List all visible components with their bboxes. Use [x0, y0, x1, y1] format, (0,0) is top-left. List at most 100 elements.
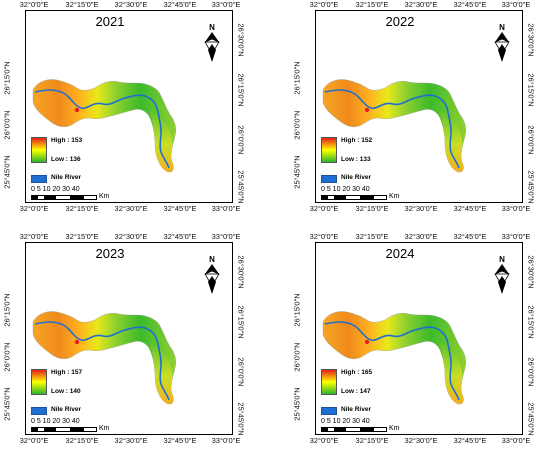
- map-year-title: 2022: [385, 14, 415, 29]
- lon-label-bottom: 32°15'0"E: [355, 204, 389, 213]
- north-arrow-icon: N: [494, 23, 510, 62]
- lon-label-top: 32°15'0"E: [65, 0, 99, 9]
- river-legend-label: Nile River: [341, 174, 371, 181]
- river-legend-label: Nile River: [51, 174, 81, 181]
- river-legend-label: Nile River: [341, 406, 371, 413]
- lat-label-right: 25°45'0"N: [236, 402, 246, 436]
- lon-label-bottom: 33°0'0"E: [211, 204, 241, 213]
- map-area: [322, 79, 466, 173]
- lat-label-left: 25°45'0"N: [292, 387, 302, 421]
- lon-label-bottom: 32°15'0"E: [65, 204, 99, 213]
- high-value-hotspot: [364, 107, 370, 113]
- lat-label-left: 26°15'0"N: [2, 61, 12, 95]
- lat-label-left: 25°45'0"N: [292, 155, 302, 189]
- scale-bar-unit: Km: [389, 425, 400, 432]
- lat-label-left: 26°15'0"N: [292, 61, 302, 95]
- svg-text:N: N: [499, 23, 505, 32]
- legend-high-label: High : 157: [51, 369, 83, 376]
- lon-label-top: 32°30'0"E: [114, 232, 148, 241]
- lat-label-right: 25°45'0"N: [526, 170, 536, 204]
- lat-label-left: 26°0'0"N: [2, 342, 12, 372]
- study-area-south: [439, 110, 464, 173]
- legend-high-label: High : 165: [341, 369, 373, 376]
- lon-label-top: 32°45'0"E: [163, 232, 197, 241]
- lat-label-right: 26°30'0"N: [236, 255, 246, 289]
- scale-bar: [321, 427, 387, 432]
- lon-label-bottom: 32°0'0"E: [19, 204, 49, 213]
- lon-label-top: 33°0'0"E: [211, 232, 241, 241]
- lon-label-bottom: 32°0'0"E: [19, 436, 49, 445]
- lon-label-top: 33°0'0"E: [211, 0, 241, 9]
- river-legend-swatch: [31, 407, 47, 415]
- lat-label-right: 26°15'0"N: [526, 305, 536, 339]
- lat-label-left: 26°0'0"N: [2, 110, 12, 140]
- high-value-hotspot: [74, 339, 80, 345]
- scale-bar-numbers: 0 5 10 20 30 40: [321, 418, 370, 425]
- river-legend-label: Nile River: [51, 406, 81, 413]
- legend-low-label: Low : 140: [51, 388, 81, 395]
- lat-label-right: 26°0'0"N: [526, 125, 536, 155]
- scale-bar-numbers: 0 5 10 20 30 40: [31, 186, 80, 193]
- legend-high-label: High : 152: [341, 137, 373, 144]
- map-panel-2024: 32°0'0"E 32°15'0"E 32°30'0"E 32°45'0"E 3…: [290, 232, 540, 445]
- study-area-south: [439, 342, 464, 405]
- lon-label-bottom: 32°30'0"E: [114, 204, 148, 213]
- map-year-title: 2021: [95, 14, 125, 29]
- lon-label-bottom: 32°30'0"E: [114, 436, 148, 445]
- lon-label-top: 32°15'0"E: [355, 0, 389, 9]
- north-arrow-icon: N: [204, 23, 220, 62]
- lon-label-bottom: 32°15'0"E: [65, 436, 99, 445]
- lon-label-bottom: 33°0'0"E: [501, 436, 531, 445]
- map-area: [32, 79, 176, 173]
- lon-label-bottom: 32°30'0"E: [404, 204, 438, 213]
- scale-bar-unit: Km: [99, 425, 110, 432]
- lon-label-top: 33°0'0"E: [501, 0, 531, 9]
- high-value-hotspot: [74, 107, 80, 113]
- study-area-south: [149, 110, 174, 173]
- lon-label-top: 33°0'0"E: [501, 232, 531, 241]
- lat-label-left: 26°15'0"N: [2, 293, 12, 327]
- lon-label-bottom: 32°15'0"E: [355, 436, 389, 445]
- lat-label-left: 25°45'0"N: [2, 155, 12, 189]
- north-arrow-icon: N: [204, 255, 220, 294]
- lat-label-right: 26°15'0"N: [526, 73, 536, 107]
- lon-label-top: 32°45'0"E: [453, 232, 487, 241]
- lon-label-top: 32°0'0"E: [309, 0, 339, 9]
- lat-label-right: 26°30'0"N: [236, 23, 246, 57]
- study-area-south: [149, 342, 174, 405]
- lon-label-bottom: 32°0'0"E: [309, 204, 339, 213]
- legend-low-label: Low : 133: [341, 156, 371, 163]
- elevation-legend-ramp: [31, 369, 47, 395]
- lon-label-top: 32°15'0"E: [65, 232, 99, 241]
- lon-label-bottom: 32°30'0"E: [404, 436, 438, 445]
- scale-bar-unit: Km: [389, 193, 400, 200]
- elevation-legend-ramp: [321, 369, 337, 395]
- lat-label-left: 26°0'0"N: [292, 110, 302, 140]
- lon-label-top: 32°15'0"E: [355, 232, 389, 241]
- scale-bar: [31, 195, 97, 200]
- elevation-legend-ramp: [31, 137, 47, 163]
- map-panel-2022: 32°0'0"E 32°15'0"E 32°30'0"E 32°45'0"E 3…: [290, 0, 540, 213]
- lat-label-right: 25°45'0"N: [236, 170, 246, 204]
- lon-label-top: 32°45'0"E: [453, 0, 487, 9]
- nile-river-line: [34, 321, 170, 401]
- river-legend-swatch: [321, 407, 337, 415]
- lon-label-bottom: 33°0'0"E: [211, 436, 241, 445]
- legend-high-label: High : 153: [51, 137, 83, 144]
- lon-label-top: 32°0'0"E: [19, 0, 49, 9]
- scale-bar: [31, 427, 97, 432]
- high-value-hotspot: [364, 339, 370, 345]
- north-arrow-icon: N: [494, 255, 510, 294]
- lat-label-right: 26°0'0"N: [236, 125, 246, 155]
- elevation-legend-ramp: [321, 137, 337, 163]
- lat-label-right: 26°30'0"N: [526, 255, 536, 289]
- lon-label-top: 32°0'0"E: [19, 232, 49, 241]
- map-year-title: 2023: [95, 246, 125, 261]
- map-panel-2023: 32°0'0"E 32°15'0"E 32°30'0"E 32°45'0"E 3…: [0, 232, 250, 445]
- lat-label-right: 26°15'0"N: [236, 305, 246, 339]
- map-panel-2021: 32°0'0"E 32°15'0"E 32°30'0"E 32°45'0"E 3…: [0, 0, 250, 213]
- river-legend-swatch: [31, 175, 47, 183]
- scale-bar-numbers: 0 5 10 20 30 40: [321, 186, 370, 193]
- scale-bar: [321, 195, 387, 200]
- lat-label-left: 25°45'0"N: [2, 387, 12, 421]
